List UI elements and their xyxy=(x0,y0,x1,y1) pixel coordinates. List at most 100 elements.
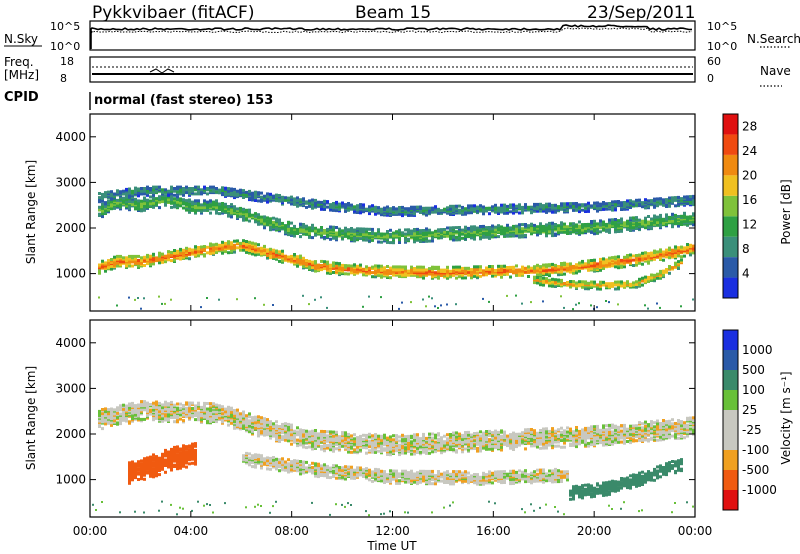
heatmap-cell xyxy=(449,226,452,230)
heatmap-cell xyxy=(299,258,302,262)
heatmap-cell xyxy=(251,465,254,469)
heatmap-cell xyxy=(200,418,203,422)
heatmap-cell xyxy=(602,257,605,261)
heatmap-cell xyxy=(542,224,545,228)
heatmap-cell xyxy=(194,250,197,254)
freq-label-2: [MHz] xyxy=(4,68,39,82)
heatmap-cell xyxy=(656,197,659,201)
heatmap-cell xyxy=(545,202,548,206)
heatmap-cell xyxy=(350,206,353,210)
heatmap-cell xyxy=(200,405,203,409)
heatmap-cell xyxy=(170,250,173,254)
heatmap-cell xyxy=(101,199,104,203)
heatmap-cell xyxy=(563,225,566,229)
heatmap-cell xyxy=(590,280,593,284)
heatmap-cell xyxy=(305,232,308,236)
heatmap-cell xyxy=(224,417,227,421)
heatmap-cell xyxy=(548,278,551,282)
heatmap-cell xyxy=(212,203,215,207)
heatmap-cell xyxy=(581,223,584,227)
heatmap-cell xyxy=(368,212,371,216)
heatmap-cell xyxy=(539,277,542,281)
heatmap-cell xyxy=(440,268,443,272)
heatmap-cell xyxy=(611,200,614,204)
heatmap-cell xyxy=(449,237,452,241)
heatmap-cell xyxy=(281,259,284,263)
heatmap-cell xyxy=(563,272,566,276)
heatmap-cell xyxy=(329,263,332,267)
heatmap-cell xyxy=(335,200,338,204)
heatmap-cell xyxy=(104,201,107,205)
heatmap-cell xyxy=(446,226,449,230)
heatmap-cell xyxy=(254,505,256,508)
heatmap-cell xyxy=(182,464,185,468)
heatmap-cell xyxy=(548,226,551,229)
heatmap-cell xyxy=(491,205,494,209)
heatmap-cell xyxy=(176,445,179,449)
heatmap-cell xyxy=(395,230,398,234)
colorbar-tick-label: 20 xyxy=(742,168,757,182)
heatmap-cell xyxy=(119,190,122,194)
heatmap-cell xyxy=(110,410,113,414)
heatmap-cell xyxy=(584,287,587,291)
heatmap-cell xyxy=(461,205,464,209)
heatmap-cell xyxy=(113,206,116,210)
heatmap-cell xyxy=(98,263,101,267)
colorbar-segment xyxy=(723,154,738,176)
heatmap-cell xyxy=(272,220,275,224)
heatmap-cell xyxy=(128,461,131,465)
heatmap-cell xyxy=(326,271,329,275)
freq-panel: Freq. [MHz] 18 8 60 0 Nave xyxy=(4,55,791,87)
heatmap-cell xyxy=(326,306,328,309)
heatmap-cell xyxy=(290,254,293,258)
heatmap-cell xyxy=(596,262,599,266)
heatmap-cell xyxy=(356,264,359,268)
heatmap-cell xyxy=(434,265,437,269)
heatmap-cell xyxy=(410,232,413,236)
heatmap-cell xyxy=(161,252,164,256)
heatmap-cell xyxy=(248,249,251,252)
heatmap-cell xyxy=(158,473,161,477)
heatmap-cell xyxy=(614,222,617,226)
heatmap-cell xyxy=(155,455,158,459)
heatmap-cell xyxy=(128,420,131,424)
heatmap-cell xyxy=(263,244,266,248)
heatmap-cell xyxy=(575,263,578,267)
heatmap-cell xyxy=(137,408,140,412)
heatmap-cell xyxy=(686,195,689,199)
heatmap-cell xyxy=(185,199,188,203)
heatmap-cell xyxy=(188,202,191,206)
heatmap-cell xyxy=(599,260,602,264)
heatmap-cell xyxy=(215,403,218,407)
heatmap-cell xyxy=(488,265,491,268)
heatmap-cell xyxy=(497,235,500,239)
heatmap-cell xyxy=(332,202,335,205)
heatmap-cell xyxy=(461,236,464,240)
heatmap-cell xyxy=(332,225,335,229)
heatmap-cell xyxy=(467,204,470,208)
heatmap-cell xyxy=(260,505,262,507)
heatmap-cell xyxy=(521,302,523,305)
heatmap-cell xyxy=(152,188,155,192)
heatmap-cell xyxy=(503,264,506,268)
heatmap-cell xyxy=(638,253,641,257)
heatmap-cell xyxy=(641,201,644,205)
heatmap-cell xyxy=(251,416,254,420)
heatmap-cell xyxy=(317,228,320,232)
heatmap-cell xyxy=(299,460,302,463)
heatmap-cell xyxy=(422,265,425,269)
heatmap-cell xyxy=(344,272,347,276)
heatmap-cell xyxy=(149,455,152,459)
heatmap-cell xyxy=(218,404,221,408)
heatmap-cell xyxy=(380,207,383,211)
heatmap-cell xyxy=(221,243,224,247)
heatmap-cell xyxy=(383,232,386,236)
heatmap-cell xyxy=(107,412,110,416)
heatmap-cell xyxy=(353,205,356,209)
heatmap-cell xyxy=(164,448,167,452)
heatmap-cell xyxy=(590,220,593,223)
heatmap-cell xyxy=(389,266,392,270)
heatmap-cell xyxy=(536,202,539,206)
heatmap-cell xyxy=(407,231,410,234)
